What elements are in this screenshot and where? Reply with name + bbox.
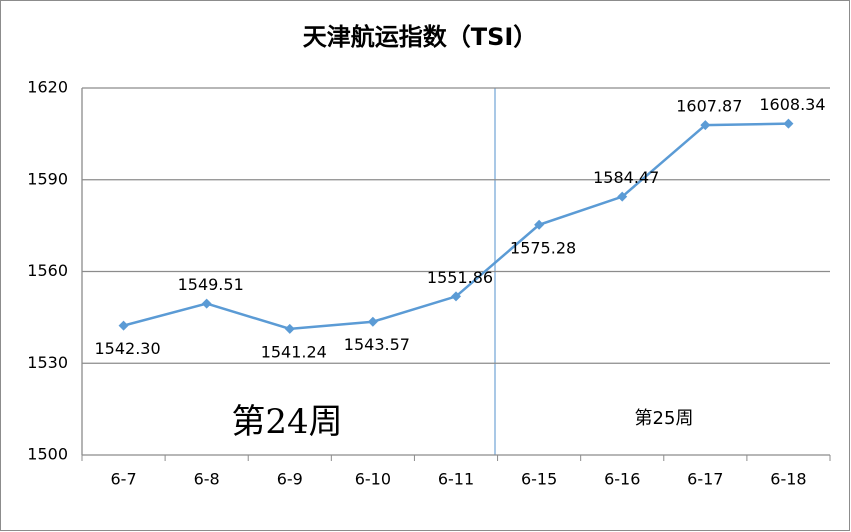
y-tick-label: 1620 bbox=[27, 78, 68, 97]
x-tick-label: 6-15 bbox=[521, 470, 557, 489]
x-tick-label: 6-18 bbox=[770, 470, 806, 489]
x-tick-label: 6-10 bbox=[355, 470, 391, 489]
data-label: 1607.87 bbox=[676, 97, 742, 116]
data-label: 1541.24 bbox=[261, 342, 327, 361]
marker bbox=[118, 320, 129, 331]
y-tick-label: 1560 bbox=[27, 261, 68, 280]
data-label: 1584.47 bbox=[593, 168, 659, 187]
annotation: 第25周 bbox=[635, 408, 694, 429]
y-tick-label: 1530 bbox=[27, 353, 68, 372]
marker bbox=[201, 298, 212, 309]
data-label: 1542.30 bbox=[94, 339, 160, 358]
marker bbox=[367, 316, 378, 327]
data-label: 1549.51 bbox=[178, 275, 244, 294]
y-tick-label: 1590 bbox=[27, 169, 68, 188]
chart-title: 天津航运指数（TSI） bbox=[303, 23, 538, 51]
x-tick-label: 6-9 bbox=[277, 470, 303, 489]
x-tick-label: 6-7 bbox=[110, 470, 136, 489]
x-tick-label: 6-16 bbox=[604, 470, 640, 489]
data-label: 1575.28 bbox=[510, 238, 576, 257]
marker bbox=[451, 291, 461, 302]
x-tick-label: 6-17 bbox=[687, 470, 723, 489]
marker bbox=[783, 118, 794, 129]
y-tick-label: 1500 bbox=[27, 445, 68, 464]
marker bbox=[284, 323, 295, 334]
data-label: 1608.34 bbox=[759, 95, 825, 114]
x-tick-label: 6-11 bbox=[438, 470, 474, 489]
marker bbox=[617, 191, 628, 202]
data-label: 1543.57 bbox=[344, 335, 410, 354]
x-tick-label: 6-8 bbox=[194, 470, 220, 489]
annotation: 第24周 bbox=[231, 402, 342, 442]
marker bbox=[700, 120, 711, 131]
data-label: 1551.86 bbox=[427, 268, 493, 287]
marker bbox=[534, 219, 545, 230]
